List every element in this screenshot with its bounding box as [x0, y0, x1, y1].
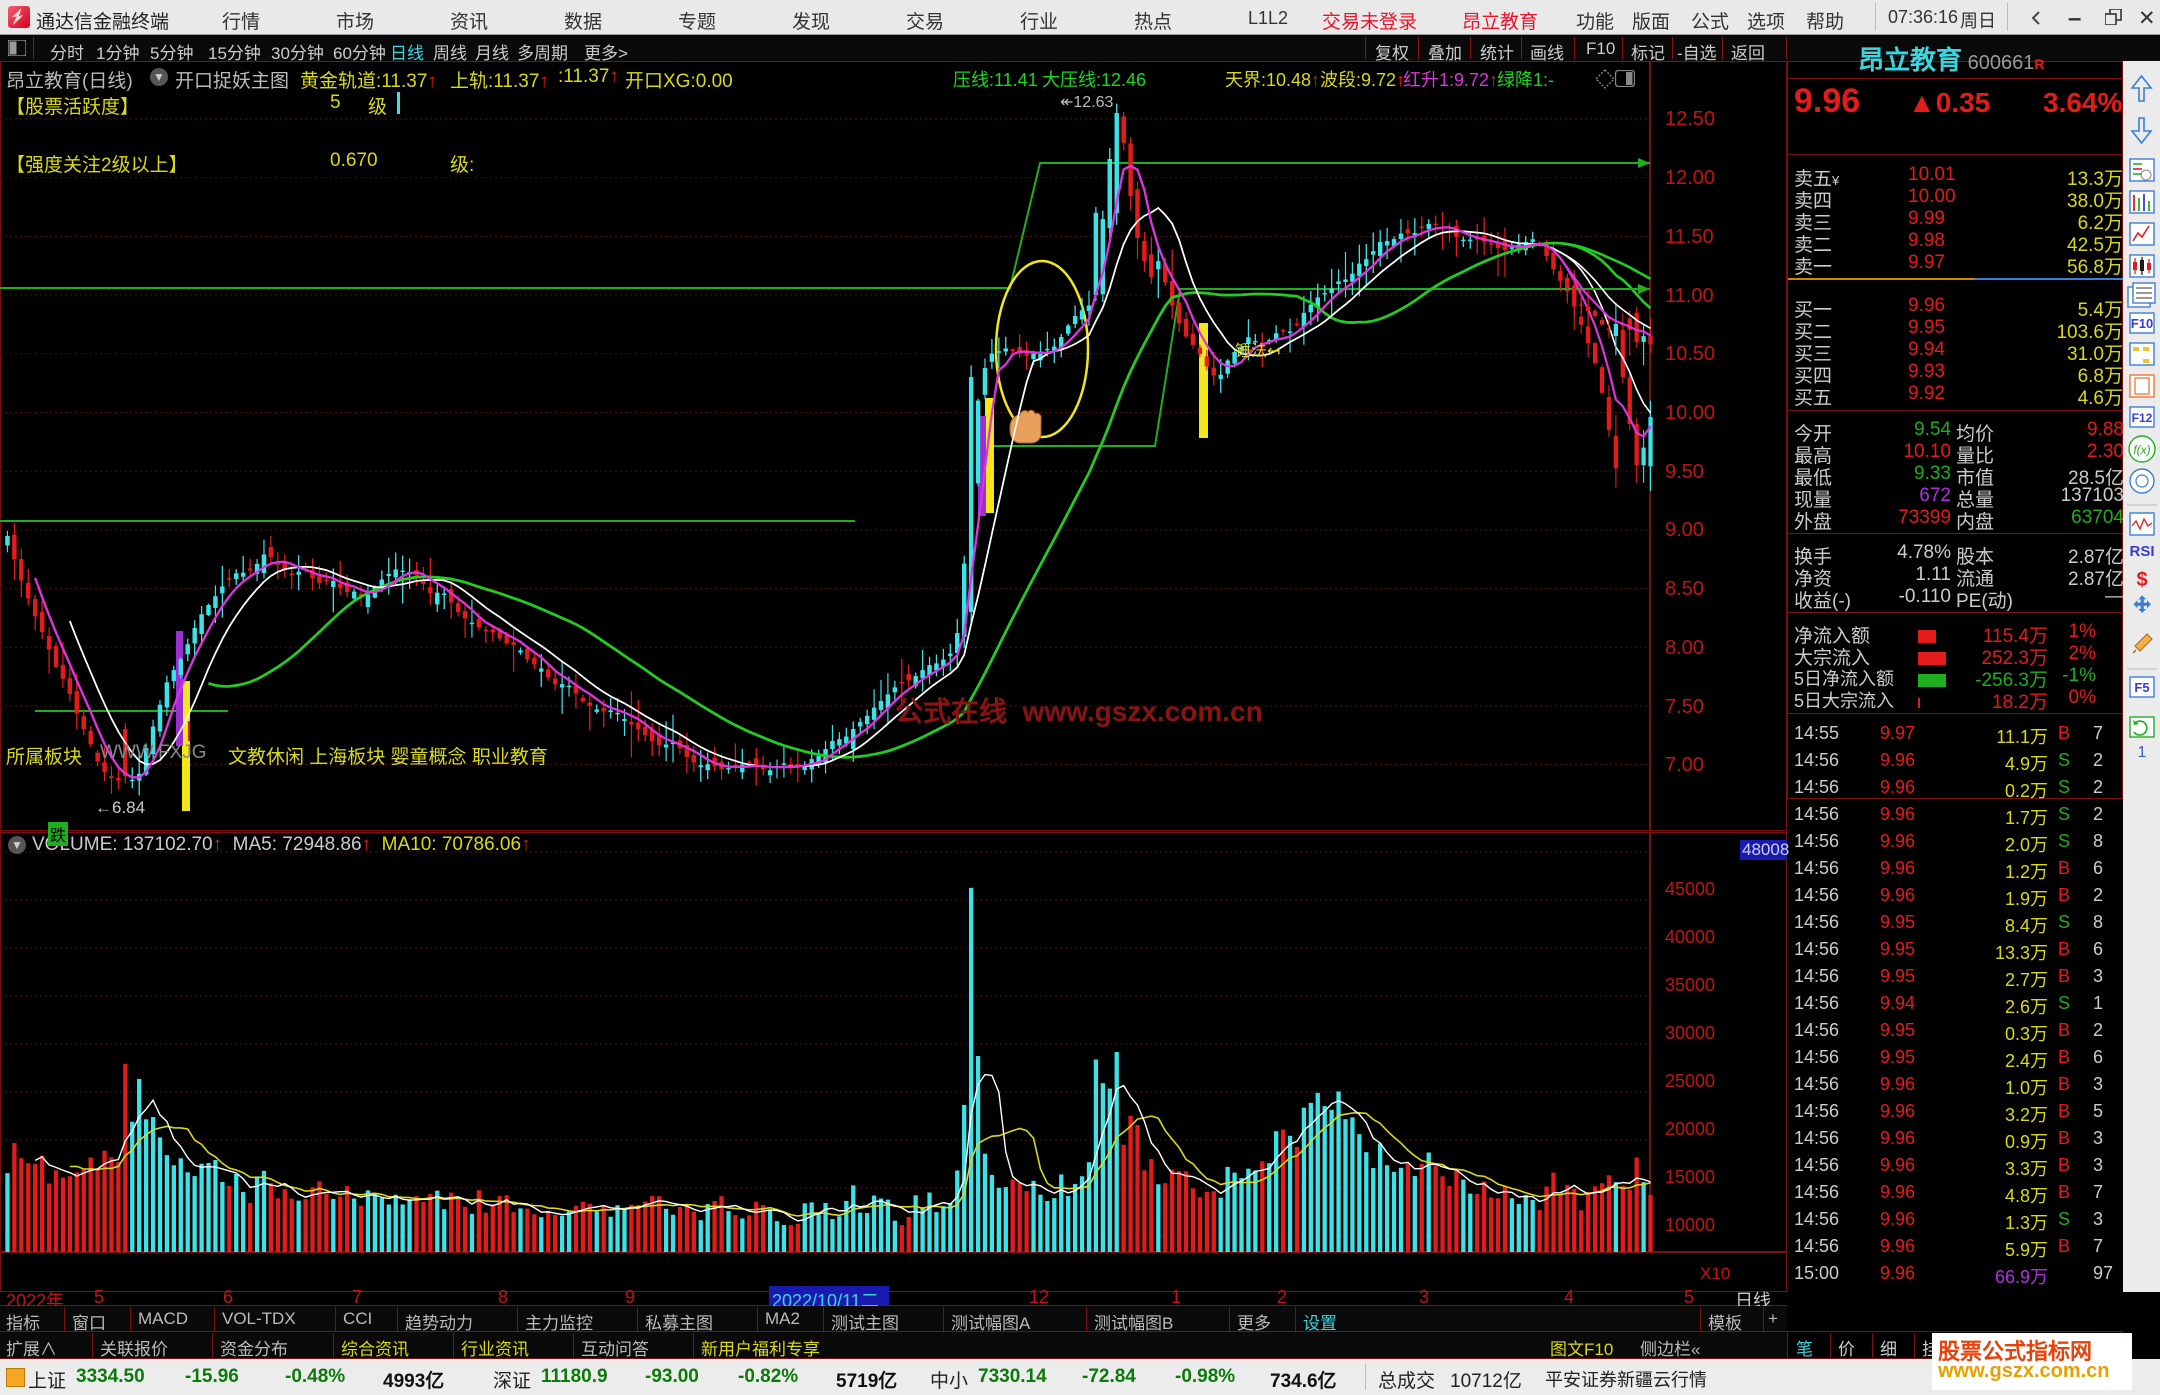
svg-text:1: 1	[2138, 744, 2147, 761]
svg-text:RSI: RSI	[2129, 543, 2154, 560]
svg-text:$: $	[2136, 569, 2147, 591]
svg-text:F10: F10	[2131, 316, 2153, 331]
svg-text:F5: F5	[2134, 680, 2149, 695]
svg-text:f(x): f(x)	[2133, 443, 2150, 457]
svg-text:F12: F12	[2132, 411, 2153, 425]
